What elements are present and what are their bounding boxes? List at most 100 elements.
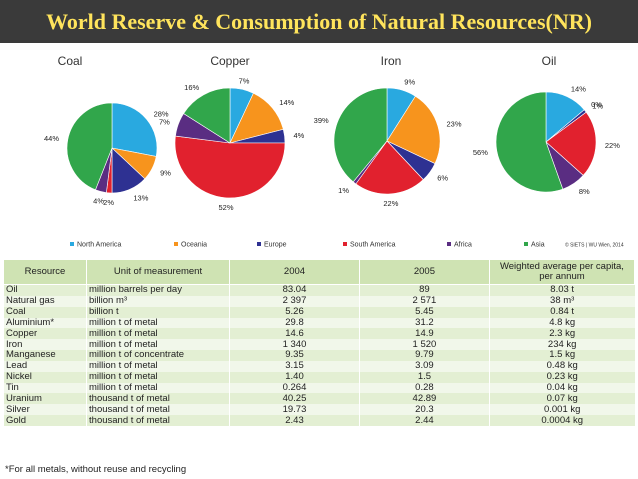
table-row: Lead million t of metal 3.15 3.09 0.48 kg [2, 361, 635, 372]
table-row: Manganese million t of concentrate 9.35 9.7… [2, 350, 635, 361]
pie-title-iron: Iron [381, 54, 402, 68]
cell-resource: Copper [2, 328, 87, 340]
slice-label-copper-south-america: 52% [218, 203, 233, 212]
slice-label-oil-europe: 1% [592, 101, 603, 110]
legend-swatch-south-america [343, 242, 347, 246]
slice-label-iron-europe: 6% [437, 173, 448, 182]
cell-y2005: 5.45 [358, 307, 490, 318]
cell-per-capita: 0.07 kg [488, 393, 635, 405]
table-row: Uranium thousand t of metal 40.25 42.89 0.07… [2, 393, 635, 405]
pie-slice-iron-south-america [355, 140, 424, 195]
column-header-resource: Resource [2, 259, 88, 285]
table-row: Aluminium* million t of metal 29.8 31.2 4.8 … [2, 318, 635, 329]
cell-y2004: 1.40 [229, 372, 360, 383]
cell-y2005: 2 571 [358, 296, 490, 307]
cell-unit: million t of metal [86, 383, 230, 394]
slice-label-iron-north-america: 9% [404, 78, 415, 87]
pie-chart-iron: Iron 9% 23% 6% 22% 1% 39% [314, 54, 462, 208]
slice-label-coal-europe: 13% [133, 194, 148, 203]
cell-resource: Silver [2, 404, 87, 416]
slice-label-iron-south-america: 22% [383, 199, 398, 208]
slice-label-oil-asia: 56% [473, 148, 488, 157]
legend-source: © SIETS | WU Wien, 2014 [565, 242, 624, 249]
table-row: Silver thousand t of metal 19.73 20.3 0.001 … [2, 404, 635, 416]
cell-y2004: 9.35 [229, 350, 360, 361]
table-row: Oil million barrels per day 83.04 89 8.03 t [2, 284, 635, 296]
legend-swatch-asia [524, 242, 528, 246]
cell-resource: Natural gas [2, 296, 87, 307]
cell-unit: thousand t of metal [86, 415, 230, 426]
cell-per-capita: 234 kg [488, 339, 635, 351]
pie-title-oil: Oil [542, 54, 557, 68]
legend-swatch-europe [257, 242, 261, 246]
cell-unit: million t of concentrate [86, 350, 230, 361]
cell-per-capita: 0.0004 kg [488, 415, 635, 426]
cell-per-capita: 0.23 kg [488, 372, 635, 383]
slice-label-iron-asia: 39% [314, 116, 329, 125]
cell-y2005: 20.3 [358, 404, 490, 416]
slice-label-oil-africa: 8% [579, 187, 590, 196]
cell-per-capita: 38 m³ [488, 296, 635, 307]
cell-per-capita: 2.3 kg [488, 328, 635, 340]
cell-y2004: 40.25 [229, 393, 360, 405]
cell-y2005: 1.5 [358, 372, 490, 383]
cell-resource: Lead [2, 361, 87, 372]
cell-y2005: 9.79 [358, 350, 490, 361]
cell-y2005: 3.09 [358, 361, 490, 372]
cell-y2005: 14.9 [358, 328, 490, 340]
cell-resource: Tin [2, 383, 87, 394]
slice-label-coal-south-america: 2% [103, 198, 114, 207]
cell-resource: Oil [2, 284, 87, 296]
slice-label-iron-africa: 1% [338, 186, 349, 195]
cell-y2004: 3.15 [229, 361, 360, 372]
cell-resource: Nickel [2, 372, 87, 383]
cell-unit: million t of metal [86, 318, 230, 329]
cell-per-capita: 0.001 kg [488, 404, 635, 416]
pie-slice-copper-asia [183, 87, 231, 144]
pie-title-coal: Coal [58, 54, 83, 68]
cell-unit: million t of metal [86, 372, 230, 383]
slice-label-oil-north-america: 14% [571, 85, 586, 94]
legend-swatch-africa [447, 242, 451, 246]
cell-y2004: 0.264 [229, 383, 360, 394]
cell-y2005: 1 520 [358, 339, 490, 351]
cell-y2005: 2.44 [358, 415, 490, 426]
cell-per-capita: 0.48 kg [488, 361, 635, 372]
table-row: Nickel million t of metal 1.40 1.5 0.23 kg [2, 372, 635, 383]
pie-slice-oil-south-america [545, 111, 597, 176]
legend-label-oceania: Oceania [181, 242, 207, 249]
pie-chart-oil: Oil 14% 0%1% 22% 8% 56% [473, 54, 620, 196]
table-row: Gold thousand t of metal 2.43 2.44 0.0004 kg [2, 415, 635, 426]
cell-y2005: 42.89 [358, 393, 490, 405]
slice-label-copper-north-america: 7% [239, 77, 250, 86]
slice-label-coal-asia: 44% [44, 134, 59, 143]
cell-y2004: 2 397 [229, 296, 360, 307]
pie-title-copper: Copper [210, 54, 249, 68]
cell-resource: Iron [2, 339, 87, 351]
table-row: Copper million t of metal 14.6 14.9 2.3 kg [2, 328, 635, 340]
legend-label-south-america: South America [350, 242, 396, 249]
cell-unit: million t of metal [86, 339, 230, 351]
title-bar: World Reserve & Consumption of Natural R… [0, 0, 638, 43]
cell-y2004: 83.04 [229, 284, 360, 296]
column-header-unit: Unit of measurement [86, 259, 231, 285]
slice-label-oil-south-america: 22% [605, 141, 620, 150]
cell-resource: Manganese [2, 350, 87, 361]
legend-swatch-oceania [174, 242, 178, 246]
cell-y2005: 0.28 [358, 383, 490, 394]
cell-y2004: 14.6 [229, 328, 360, 340]
cell-unit: million t of metal [86, 328, 230, 340]
cell-resource: Gold [2, 415, 87, 426]
column-header-per-capita: Weighted average per capita, per annum [488, 259, 636, 285]
footnote: *For all metals, without reuse and recyc… [5, 464, 187, 475]
cell-y2004: 1 340 [229, 339, 360, 351]
pie-slice-oil-asia [495, 91, 564, 193]
pie-slice-iron-asia [333, 87, 388, 183]
cell-resource: Uranium [2, 393, 87, 405]
resource-table: Resource Unit of measurement 2004 2005 Weigh… [2, 259, 636, 426]
pie-chart-coal: Coal 28% 9% 13% 2%4% 44% [44, 54, 171, 207]
cell-per-capita: 0.84 t [488, 307, 635, 318]
cell-y2005: 31.2 [358, 318, 490, 329]
cell-unit: million barrels per day [86, 284, 230, 296]
slice-label-coal-africa: 4% [93, 196, 104, 205]
